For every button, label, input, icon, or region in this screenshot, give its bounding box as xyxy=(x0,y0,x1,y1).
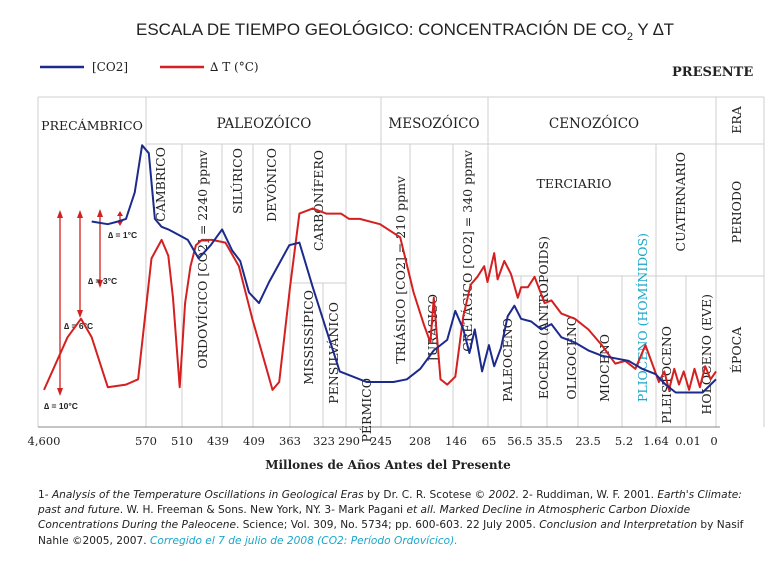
references: 1- Analysis of the Temperature Oscillati… xyxy=(38,489,744,547)
delta-markers: ∆ = 1°C ∆ = 3°C ∆ = 6°C ∆ = 10°C xyxy=(44,209,137,411)
x-tick-label: 56.5 xyxy=(507,434,533,448)
x-tick-label: 570 xyxy=(135,434,157,448)
x-tick-label: 35.5 xyxy=(537,434,563,448)
delta-10-arrow-head xyxy=(57,210,63,218)
right-label-periodo: PERIODO xyxy=(729,181,744,243)
era-labels: PRECÁMBRICO PALEOZÓICO MESOZÓICO CENOZÓI… xyxy=(41,115,639,133)
x-axis-title: Millones de Años Antes del Presente xyxy=(265,458,511,472)
x-tick-label: 245 xyxy=(370,434,392,448)
x-tick-label: 1.64 xyxy=(643,434,669,448)
period-label: SILÚRICO xyxy=(229,148,245,214)
delta-6-arrow-head xyxy=(77,310,83,318)
series-delta-t-line xyxy=(43,207,717,391)
x-tick-label: 439 xyxy=(207,434,229,448)
period-label: ORDOVÍCICO [CO2] = 2240 ppmv xyxy=(195,149,210,369)
period-label: CARBONÍFERO xyxy=(311,150,326,251)
epoch-label: EOCENO (ANTROPOIDS) xyxy=(536,236,551,399)
x-tick-label: 208 xyxy=(409,434,431,448)
era-label: CENOZÓICO xyxy=(549,115,639,132)
delta-label: ∆ = 1°C xyxy=(108,230,137,240)
period-label: DEVÓNICO xyxy=(263,148,279,222)
x-tick-label: 146 xyxy=(445,434,467,448)
presente-label: PRESENTE xyxy=(672,65,753,80)
period-label: JURÁSICO xyxy=(425,294,440,363)
x-tick-label: 409 xyxy=(243,434,265,448)
epoch-label: PALEOCENO xyxy=(500,318,515,402)
period-label: CÁMBRICO xyxy=(153,147,168,222)
delta-10-arrow-head xyxy=(57,388,63,396)
legend-dt-label: ∆ T (°C) xyxy=(210,60,259,74)
delta-3-arrow-head xyxy=(97,209,103,217)
period-label: CRETÁCICO [CO2] = 340 ppmv xyxy=(460,149,475,352)
right-column-labels: ERA PERIODO ÉPOCA xyxy=(729,105,744,373)
delta-label: ∆ = 10°C xyxy=(44,401,78,411)
x-tick-label: 0 xyxy=(710,434,717,448)
delta-6-arrow-head xyxy=(77,210,83,218)
epoch-label: OLIGOCENO xyxy=(564,316,579,400)
delta-3-arrow-head xyxy=(97,280,103,288)
period-labels: CÁMBRICO ORDOVÍCICO [CO2] = 2240 ppmv SI… xyxy=(153,147,688,443)
x-tick-label: 5.2 xyxy=(615,434,633,448)
x-tick-label: 290 xyxy=(338,434,360,448)
chart-title: ESCALA DE TIEMPO GEOLÓGICO: CONCENTRACIÓ… xyxy=(136,20,674,43)
period-label: TERCIARIO xyxy=(537,176,612,191)
period-label: TRIÁSICO [CO2] = 210 ppmv xyxy=(393,175,408,364)
epoch-label: PLEISTOCENO xyxy=(659,326,674,424)
right-label-era: ERA xyxy=(729,105,744,134)
epoch-label-pliocene: PLIOCENO (HOMÍNIDOS) xyxy=(635,233,650,402)
series-layer xyxy=(43,144,717,394)
period-label: MISSISSÍPICO xyxy=(301,290,316,385)
delta-1-arrow-head xyxy=(117,211,123,216)
delta-label: ∆ = 6°C xyxy=(64,321,93,331)
period-label: PÉRMICO xyxy=(359,378,374,443)
x-tick-label: 363 xyxy=(279,434,301,448)
x-axis-ticks: 4,600 570 510 439 409 363 323 290 245 20… xyxy=(28,434,718,448)
delta-label: ∆ = 3°C xyxy=(88,276,117,286)
x-tick-label: 0.01 xyxy=(675,434,701,448)
epoch-labels: PALEOCENO EOCENO (ANTROPOIDS) OLIGOCENO … xyxy=(500,233,714,424)
era-label: MESOZÓICO xyxy=(388,115,479,132)
x-tick-label: 323 xyxy=(313,434,335,448)
legend-co2-label: [CO2] xyxy=(92,60,128,74)
legend: [CO2] ∆ T (°C) xyxy=(40,60,259,74)
x-tick-label: 65 xyxy=(482,434,497,448)
x-tick-label: 4,600 xyxy=(28,434,61,448)
period-label: CUATERNARIO xyxy=(673,152,688,252)
era-label: PRECÁMBRICO xyxy=(41,118,143,133)
epoch-label: MIOCENO xyxy=(597,334,612,402)
era-label: PALEOZÓICO xyxy=(217,115,312,132)
epoch-label: HOLOCENO (EVE) xyxy=(699,294,714,415)
series-co2-line xyxy=(91,144,717,394)
x-tick-label: 23.5 xyxy=(575,434,601,448)
right-label-epoca: ÉPOCA xyxy=(729,326,744,373)
x-tick-label: 510 xyxy=(171,434,193,448)
correction-note: Corregido el 7 de julio de 2008 (CO2: Pe… xyxy=(149,534,458,547)
